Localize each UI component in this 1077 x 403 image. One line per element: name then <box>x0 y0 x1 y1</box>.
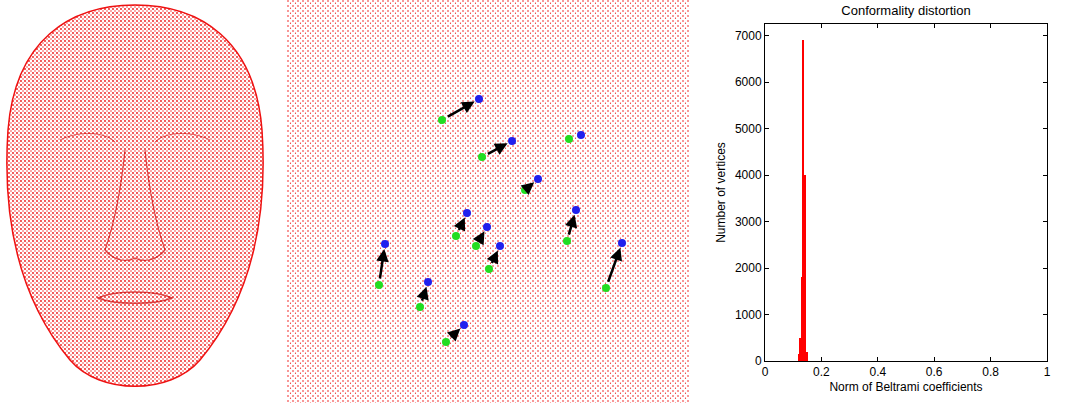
svg-text:0: 0 <box>762 365 769 379</box>
svg-text:0.2: 0.2 <box>813 365 830 379</box>
svg-text:4000: 4000 <box>735 168 762 182</box>
svg-text:Number of vertices: Number of vertices <box>714 142 728 243</box>
svg-text:Norm of Beltrami coefficients: Norm of Beltrami coefficients <box>829 380 982 394</box>
svg-text:6000: 6000 <box>735 75 762 89</box>
svg-text:1: 1 <box>1044 365 1051 379</box>
svg-text:3000: 3000 <box>735 215 762 229</box>
svg-text:2000: 2000 <box>735 261 762 275</box>
svg-text:0.8: 0.8 <box>982 365 999 379</box>
svg-text:0.6: 0.6 <box>926 365 943 379</box>
svg-text:0.4: 0.4 <box>869 365 886 379</box>
svg-text:5000: 5000 <box>735 122 762 136</box>
svg-text:1000: 1000 <box>735 308 762 322</box>
svg-text:0: 0 <box>755 354 762 368</box>
svg-text:Conformality distortion: Conformality distortion <box>841 3 970 18</box>
svg-text:7000: 7000 <box>735 29 762 43</box>
